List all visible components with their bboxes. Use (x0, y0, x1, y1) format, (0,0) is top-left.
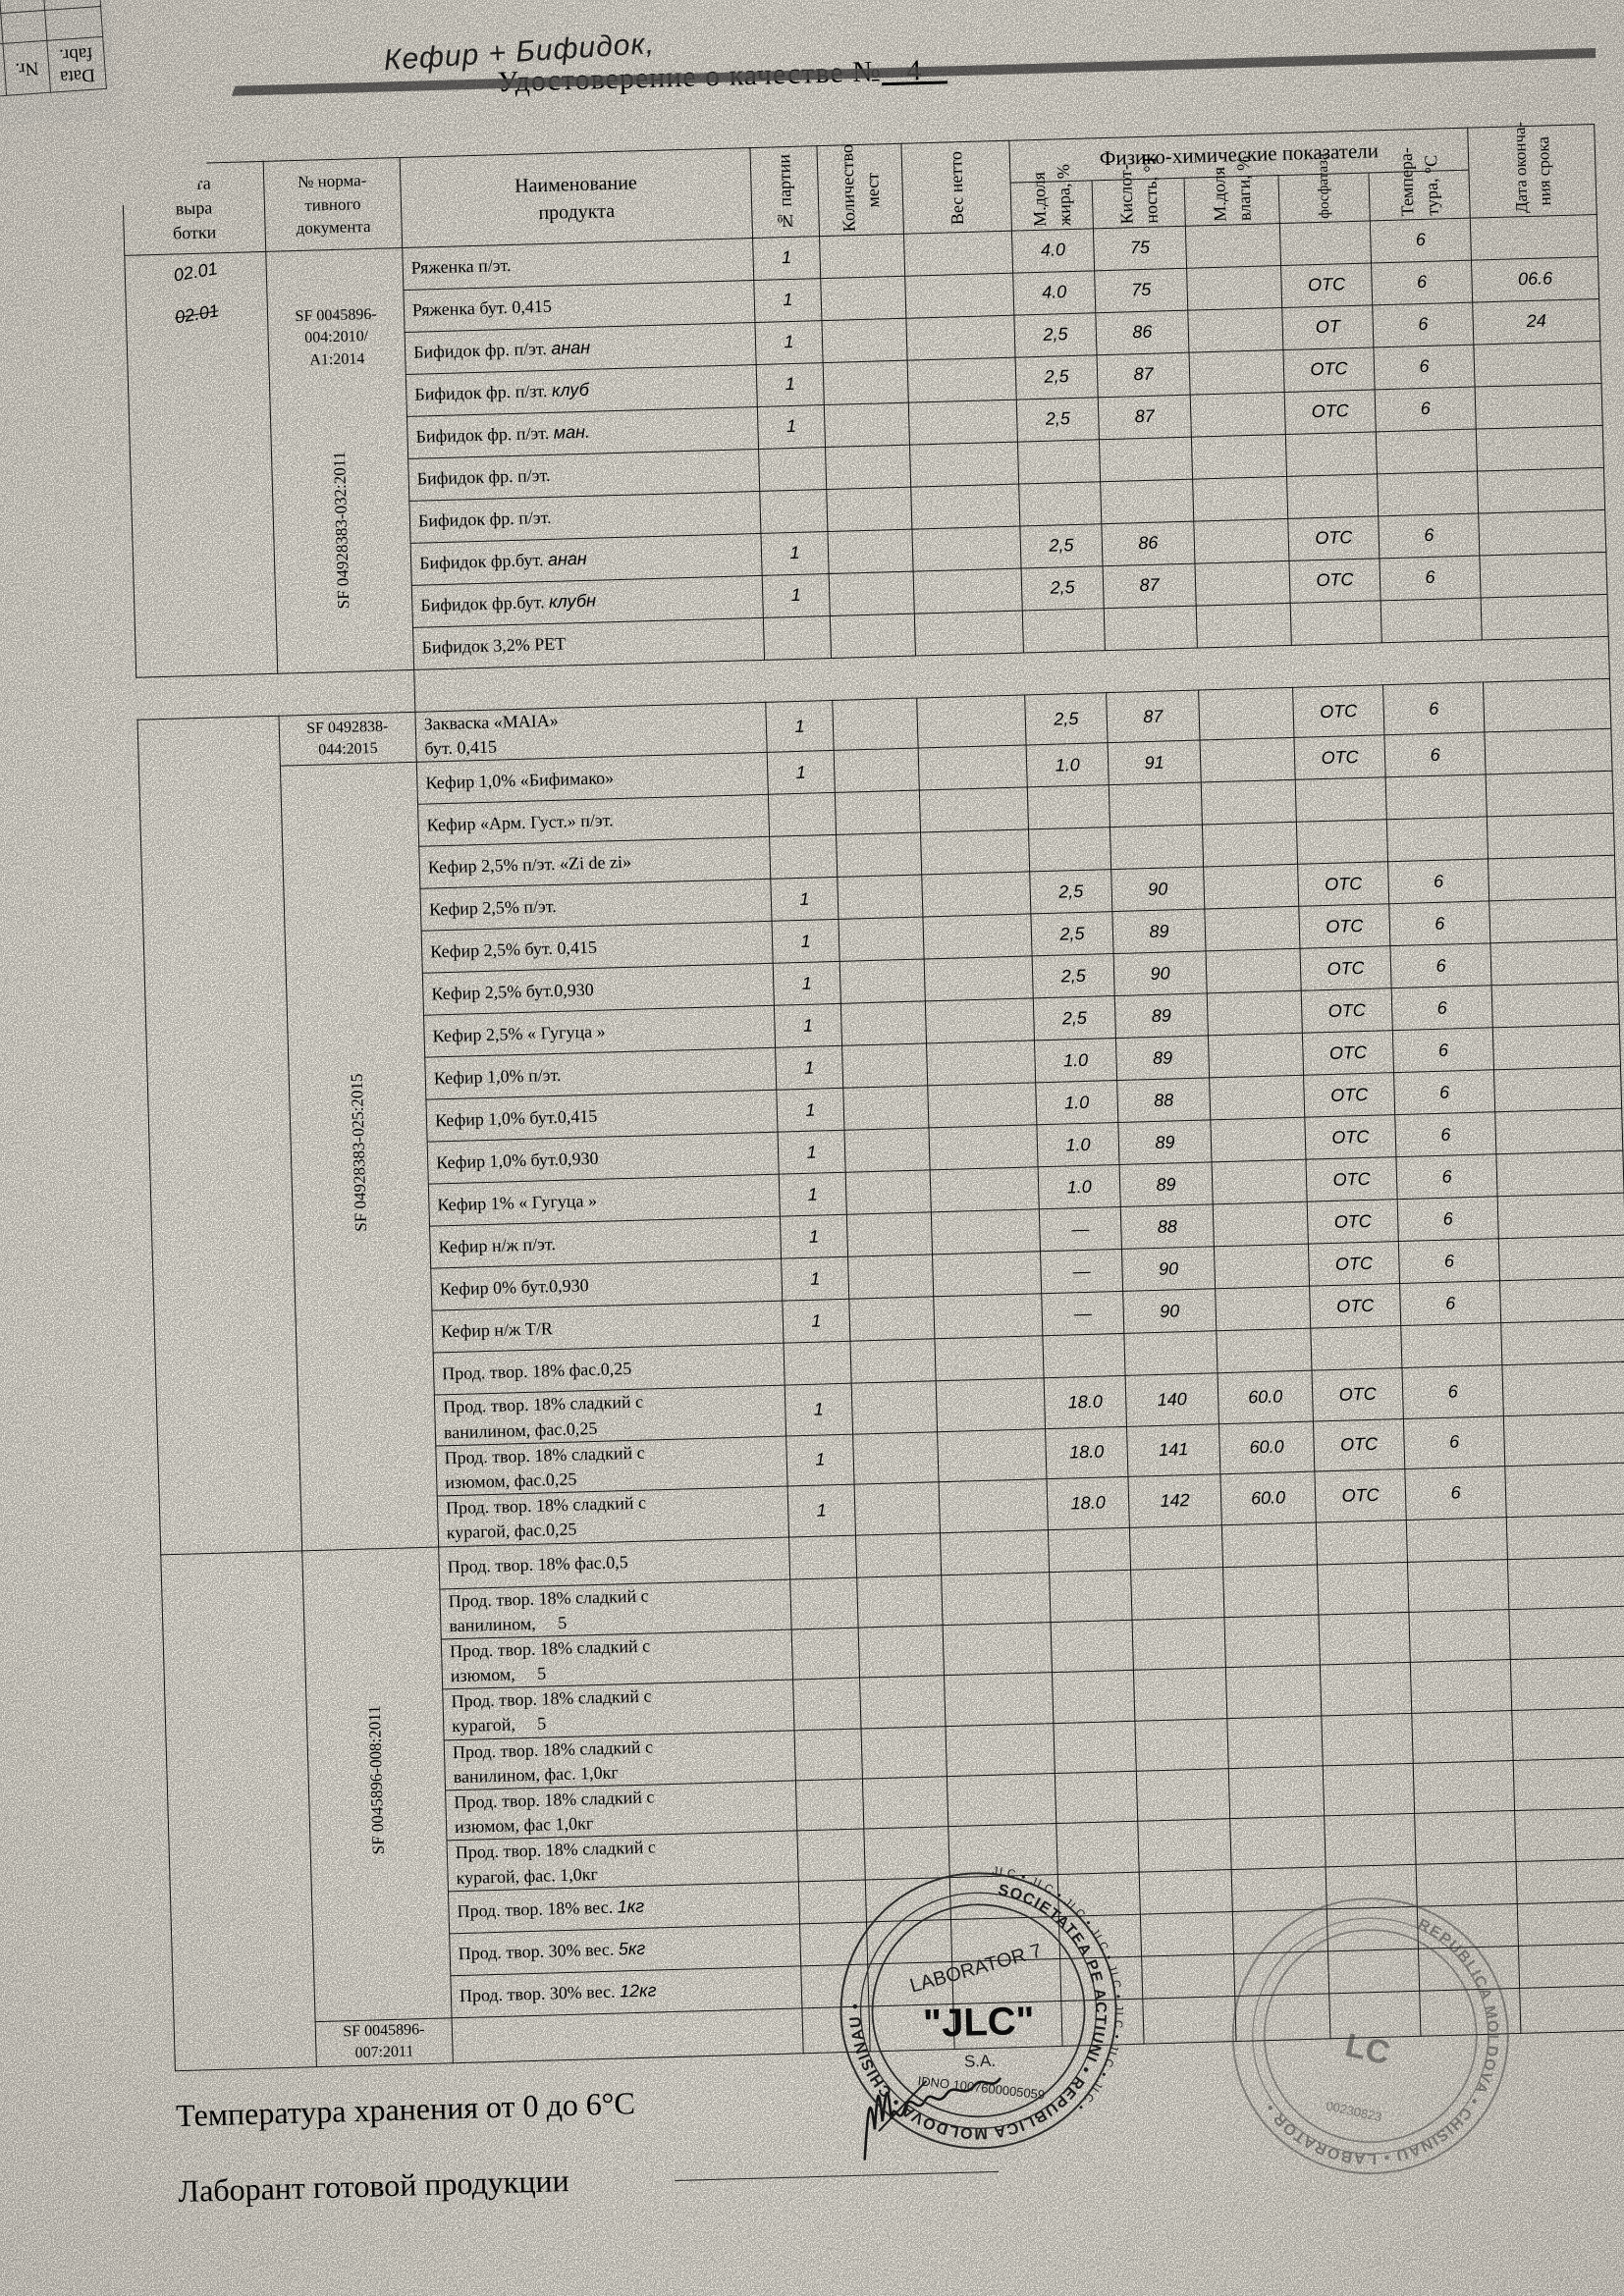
svg-text:"JLC": "JLC" (923, 2000, 1036, 2046)
svg-text:IDNO 1007600005059: IDNO 1007600005059 (917, 2073, 1046, 2102)
svg-text:S.A.: S.A. (964, 2052, 997, 2071)
svg-text:LC: LC (1342, 2026, 1393, 2072)
svg-text:00230823: 00230823 (1325, 2098, 1383, 2124)
svg-text:LABORATOR 7: LABORATOR 7 (907, 1940, 1044, 1997)
